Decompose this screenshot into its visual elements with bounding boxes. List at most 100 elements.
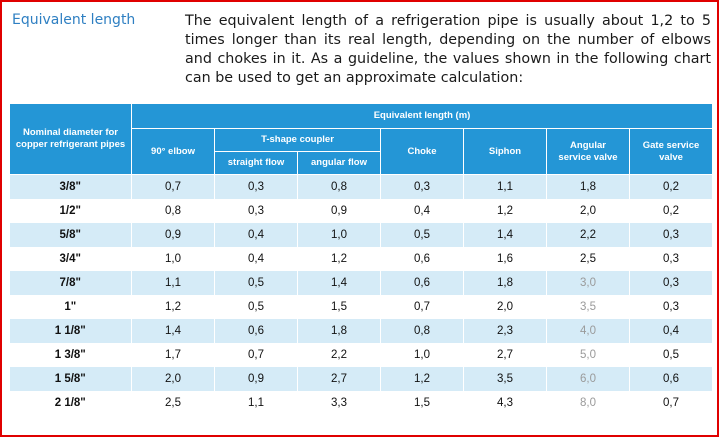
angular-flow-cell: 1,4 — [297, 271, 381, 295]
elbow-cell: 0,9 — [131, 223, 215, 247]
header-choke: Choke — [380, 128, 464, 175]
table-row: 1" 1,2 0,5 1,5 0,7 2,0 3,5 0,3 — [9, 295, 714, 319]
gate-valve-cell: 0,2 — [629, 174, 714, 199]
choke-cell: 0,5 — [380, 223, 464, 247]
angular-flow-cell: 1,8 — [297, 319, 381, 343]
angular-flow-cell: 2,7 — [297, 367, 381, 391]
angular-flow-cell: 0,9 — [297, 199, 381, 223]
angular-flow-cell: 2,2 — [297, 343, 381, 367]
siphon-cell: 1,8 — [463, 271, 547, 295]
choke-cell: 1,2 — [380, 367, 464, 391]
elbow-cell: 1,0 — [131, 247, 215, 271]
siphon-cell: 1,2 — [463, 199, 547, 223]
angular-valve-cell: 8,0 — [546, 391, 630, 415]
elbow-cell: 1,4 — [131, 319, 215, 343]
straight-flow-cell: 0,3 — [214, 199, 298, 223]
gate-valve-cell: 0,3 — [629, 271, 714, 295]
table-row: 5/8" 0,9 0,4 1,0 0,5 1,4 2,2 0,3 — [9, 223, 714, 247]
nominal-diameter-cell: 1/2" — [9, 199, 132, 223]
table-row: 1 1/8" 1,4 0,6 1,8 0,8 2,3 4,0 0,4 — [9, 319, 714, 343]
nominal-diameter-cell: 5/8" — [9, 223, 132, 247]
choke-cell: 1,0 — [380, 343, 464, 367]
equivalent-length-table: Nominal diameter for copper refrigerant … — [9, 103, 714, 415]
elbow-cell: 0,7 — [131, 174, 215, 199]
header-equivalent-length: Equivalent length (m) — [130, 103, 714, 129]
straight-flow-cell: 0,5 — [214, 271, 298, 295]
elbow-cell: 2,0 — [131, 367, 215, 391]
table-row: 1 5/8" 2,0 0,9 2,7 1,2 3,5 6,0 0,6 — [9, 367, 714, 391]
angular-valve-cell: 3,5 — [546, 295, 630, 319]
table-row: 1 3/8" 1,7 0,7 2,2 1,0 2,7 5,0 0,5 — [9, 343, 714, 367]
angular-valve-cell: 6,0 — [546, 367, 630, 391]
nominal-diameter-cell: 1 1/8" — [9, 319, 132, 343]
nominal-diameter-cell: 1" — [9, 295, 132, 319]
angular-flow-cell: 0,8 — [297, 174, 381, 199]
table-row: 3/4" 1,0 0,4 1,2 0,6 1,6 2,5 0,3 — [9, 247, 714, 271]
choke-cell: 1,5 — [380, 391, 464, 415]
straight-flow-cell: 0,4 — [214, 223, 298, 247]
header-angular-flow: angular flow — [297, 151, 381, 175]
table-row: 3/8" 0,7 0,3 0,8 0,3 1,1 1,8 0,2 — [9, 174, 714, 199]
choke-cell: 0,7 — [380, 295, 464, 319]
siphon-cell: 3,5 — [463, 367, 547, 391]
header-siphon: Siphon — [463, 128, 547, 175]
nominal-diameter-cell: 3/4" — [9, 247, 132, 271]
straight-flow-cell: 0,4 — [214, 247, 298, 271]
angular-flow-cell: 1,2 — [297, 247, 381, 271]
gate-valve-cell: 0,3 — [629, 295, 714, 319]
nominal-diameter-cell: 2 1/8" — [9, 391, 132, 415]
table-row: 7/8" 1,1 0,5 1,4 0,6 1,8 3,0 0,3 — [9, 271, 714, 295]
gate-valve-cell: 0,6 — [629, 367, 714, 391]
siphon-cell: 2,3 — [463, 319, 547, 343]
angular-flow-cell: 3,3 — [297, 391, 381, 415]
intro-paragraph: The equivalent length of a refrigeration… — [185, 13, 711, 86]
angular-valve-cell: 5,0 — [546, 343, 630, 367]
straight-flow-cell: 0,5 — [214, 295, 298, 319]
nominal-diameter-cell: 1 5/8" — [9, 367, 132, 391]
angular-flow-cell: 1,5 — [297, 295, 381, 319]
gate-valve-cell: 0,5 — [629, 343, 714, 367]
angular-valve-cell: 2,2 — [546, 223, 630, 247]
gate-valve-cell: 0,3 — [629, 223, 714, 247]
straight-flow-cell: 0,7 — [214, 343, 298, 367]
choke-cell: 0,6 — [380, 247, 464, 271]
siphon-cell: 1,1 — [463, 174, 547, 199]
elbow-cell: 1,1 — [131, 271, 215, 295]
siphon-cell: 2,7 — [463, 343, 547, 367]
siphon-cell: 2,0 — [463, 295, 547, 319]
elbow-cell: 2,5 — [131, 391, 215, 415]
angular-valve-cell: 1,8 — [546, 174, 630, 199]
choke-cell: 0,3 — [380, 174, 464, 199]
section-title: Equivalent length — [12, 12, 136, 28]
angular-valve-cell: 4,0 — [546, 319, 630, 343]
header-straight-flow: straight flow — [214, 151, 298, 175]
nominal-diameter-cell: 3/8" — [9, 174, 132, 199]
straight-flow-cell: 0,3 — [214, 174, 298, 199]
straight-flow-cell: 0,6 — [214, 319, 298, 343]
siphon-cell: 4,3 — [463, 391, 547, 415]
siphon-cell: 1,4 — [463, 223, 547, 247]
angular-valve-cell: 2,5 — [546, 247, 630, 271]
header-gate-service-valve: Gate service valve — [628, 128, 714, 175]
table-row: 2 1/8" 2,5 1,1 3,3 1,5 4,3 8,0 0,7 — [9, 391, 714, 415]
header-nominal-diameter: Nominal diameter for copper refrigerant … — [9, 103, 132, 175]
angular-valve-cell: 3,0 — [546, 271, 630, 295]
gate-valve-cell: 0,2 — [629, 199, 714, 223]
elbow-cell: 0,8 — [131, 199, 215, 223]
straight-flow-cell: 1,1 — [214, 391, 298, 415]
straight-flow-cell: 0,9 — [214, 367, 298, 391]
table-body: 3/8" 0,7 0,3 0,8 0,3 1,1 1,8 0,2 1/2" 0,8 0,3 0,9 0,… — [9, 174, 714, 415]
nominal-diameter-cell: 7/8" — [9, 271, 132, 295]
choke-cell: 0,6 — [380, 271, 464, 295]
elbow-cell: 1,2 — [131, 295, 215, 319]
gate-valve-cell: 0,3 — [629, 247, 714, 271]
header-90-elbow: 90° elbow — [131, 128, 215, 175]
siphon-cell: 1,6 — [463, 247, 547, 271]
nominal-diameter-cell: 1 3/8" — [9, 343, 132, 367]
elbow-cell: 1,7 — [131, 343, 215, 367]
header-angular-service-valve: Angular service valve — [546, 128, 630, 175]
table-row: 1/2" 0,8 0,3 0,9 0,4 1,2 2,0 0,2 — [9, 199, 714, 223]
angular-flow-cell: 1,0 — [297, 223, 381, 247]
choke-cell: 0,4 — [380, 199, 464, 223]
